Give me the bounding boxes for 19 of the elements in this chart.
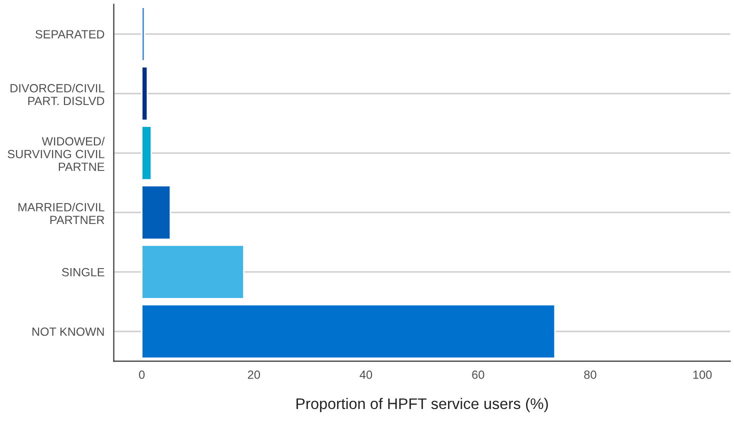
y-tick-label: SINGLE [62, 268, 104, 276]
x-axis-title: Proportion of HPFT service users (%) [296, 398, 548, 412]
bar [141, 6, 146, 62]
bar [141, 304, 556, 359]
x-tick-label: 80 [584, 370, 596, 379]
bar [141, 66, 148, 121]
bar [141, 185, 172, 240]
x-tick-label: 100 [693, 370, 712, 379]
y-tick-label: SEPARATED [36, 30, 104, 38]
x-tick-label: 20 [248, 370, 260, 379]
x-tick-label: 40 [360, 370, 372, 379]
y-tick-label: NOT KNOWN [32, 327, 104, 336]
bar [141, 126, 152, 180]
x-tick-label: 0 [138, 370, 145, 379]
bar [141, 244, 245, 300]
y-tick-label: DIVORCED/CIVIL PART. DISLVD [10, 84, 104, 106]
y-tick-label: WIDOWED/ SURVIVING CIVIL PARTNE [8, 136, 105, 171]
y-tick-label: MARRIED/CIVIL PARTNER [18, 202, 104, 224]
x-tick-label: 60 [472, 370, 484, 379]
